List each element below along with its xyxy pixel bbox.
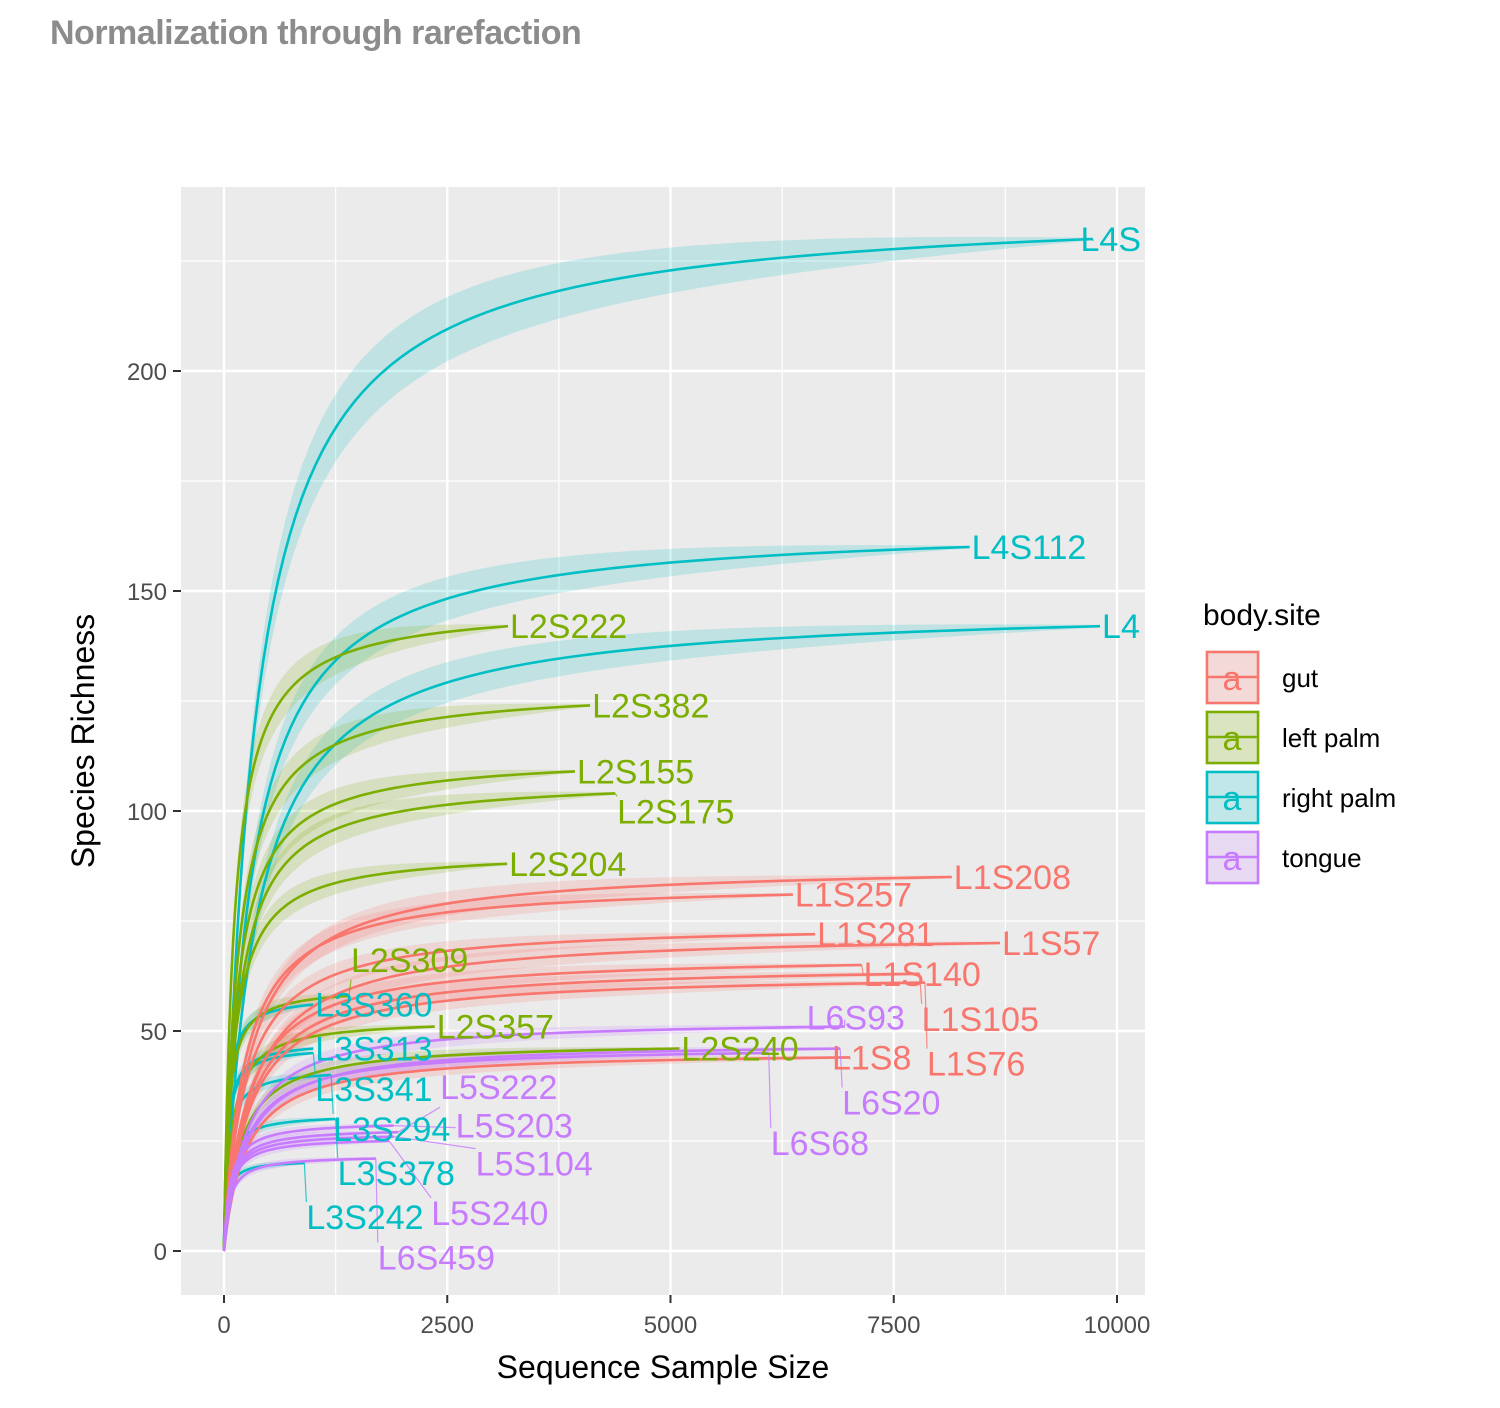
rarefaction-curve-L1S208: [222, 875, 952, 1252]
curve-label: L2S382: [592, 687, 709, 725]
curve-label: L4S: [1081, 221, 1142, 259]
x-axis-title: Sequence Sample Size: [497, 1349, 830, 1385]
rarefaction-curve-L4S112: [222, 545, 970, 1252]
curve-label: L2S155: [577, 753, 694, 791]
y-tick-label: 150: [127, 579, 167, 606]
rarefaction-curve-L1S140: [222, 963, 862, 1252]
curve-label: L3S242: [306, 1199, 423, 1237]
legend-key-glyph: a: [1223, 720, 1242, 758]
gridlines: [181, 187, 1145, 1295]
curve-label: L1S105: [922, 1001, 1039, 1039]
label-leader-line: [312, 1052, 316, 1075]
label-leader-line: [330, 1074, 334, 1115]
curve-label: L1S57: [1002, 925, 1100, 963]
legend-label: right palm: [1282, 783, 1396, 813]
y-tick-label: 0: [154, 1239, 167, 1266]
curve-label: L6S68: [771, 1125, 869, 1163]
page-title: Normalization through rarefaction: [50, 14, 582, 52]
series-layer: [222, 236, 1101, 1252]
curve-label: L2S222: [510, 608, 627, 646]
label-leader-line: [924, 982, 928, 1049]
curve-label: L5S240: [431, 1195, 548, 1233]
curve-label: L5S222: [440, 1069, 557, 1107]
curve-label: L1S140: [864, 956, 981, 994]
label-leader-line: [861, 964, 865, 977]
rarefaction-curve-L1S257: [222, 893, 793, 1252]
y-tick-label: 200: [127, 359, 167, 386]
legend-key-glyph: a: [1223, 780, 1242, 818]
label-leader-line: [303, 1162, 307, 1203]
curve-label: L1S281: [817, 916, 934, 954]
curve-label: L2S204: [509, 846, 626, 884]
y-axis-title: Species Richness: [65, 614, 101, 868]
curve-label: L3S341: [315, 1071, 432, 1109]
y-tick-label: 100: [127, 799, 167, 826]
x-tick-label: 10000: [1084, 1312, 1151, 1339]
rarefaction-curve-L1S76: [222, 981, 926, 1252]
rarefaction-curve-L2S309: [222, 994, 350, 1252]
label-leader-line: [768, 1052, 772, 1129]
curve-label: L1S257: [795, 877, 912, 915]
curve-label: L3S294: [333, 1111, 450, 1149]
curve-label: L3S378: [338, 1155, 455, 1193]
legend-title: body.site: [1203, 599, 1321, 632]
curve-label: L3S360: [315, 987, 432, 1025]
label-leader-line: [393, 1125, 456, 1129]
legend-label: left palm: [1282, 723, 1380, 753]
curve-label: L4S112: [972, 529, 1087, 567]
label-leader-line: [397, 1106, 441, 1133]
rarefaction-curve-L6S93: [222, 1025, 845, 1252]
label-leader-line: [614, 793, 618, 797]
curve-label: L2S240: [681, 1031, 798, 1069]
rarefaction-curve-L2S155: [222, 770, 576, 1252]
curve-label: L2S309: [351, 942, 468, 980]
rarefaction-curve-L1S281: [222, 932, 816, 1252]
label-leader-line: [919, 973, 923, 1004]
y-tick-label: 50: [140, 1019, 167, 1046]
legend-key-glyph: a: [1223, 840, 1242, 878]
curve-label: L1S76: [927, 1046, 1025, 1084]
legend-key-glyph: a: [1223, 660, 1242, 698]
curve-label: L1S208: [954, 859, 1071, 897]
curve-label: L1S8: [832, 1039, 911, 1077]
x-tick-label: 2500: [421, 1312, 474, 1339]
legend-label: tongue: [1282, 843, 1362, 873]
curve-label: L5S104: [476, 1146, 593, 1184]
x-tick-label: 5000: [644, 1312, 697, 1339]
rarefaction-curve-L2S382: [222, 704, 591, 1252]
curve-label: L3S313: [315, 1031, 432, 1069]
label-leader-line: [335, 1118, 339, 1159]
axes: 0 2500 5000 7500 10000 0 50 100 150 200: [127, 359, 1150, 1339]
curve-label: L2S175: [617, 793, 734, 831]
rarefaction-curve-L6S459: [222, 1157, 376, 1252]
legend-label: gut: [1282, 663, 1319, 693]
rarefaction-curve-L2S357: [222, 1025, 435, 1252]
curve-label: L6S93: [807, 1000, 905, 1038]
label-leader-line: [375, 1158, 379, 1243]
curve-label: L5S203: [456, 1108, 573, 1146]
curve-label: L6S20: [842, 1085, 940, 1123]
x-tick-label: 7500: [867, 1312, 920, 1339]
curve-label: L2S357: [437, 1009, 554, 1047]
curve-label: L4: [1102, 608, 1140, 646]
x-tick-label: 0: [217, 1312, 230, 1339]
legend: body.site a gut a left palm a right palm a tongu…: [1203, 599, 1396, 885]
label-leader-line: [839, 1048, 843, 1088]
label-leader-line: [393, 1136, 476, 1150]
label-leader-line: [348, 979, 352, 996]
curve-label: L6S459: [378, 1240, 495, 1278]
rarefaction-curve-L2S222: [222, 624, 509, 1252]
label-leader-line: [388, 1140, 432, 1199]
